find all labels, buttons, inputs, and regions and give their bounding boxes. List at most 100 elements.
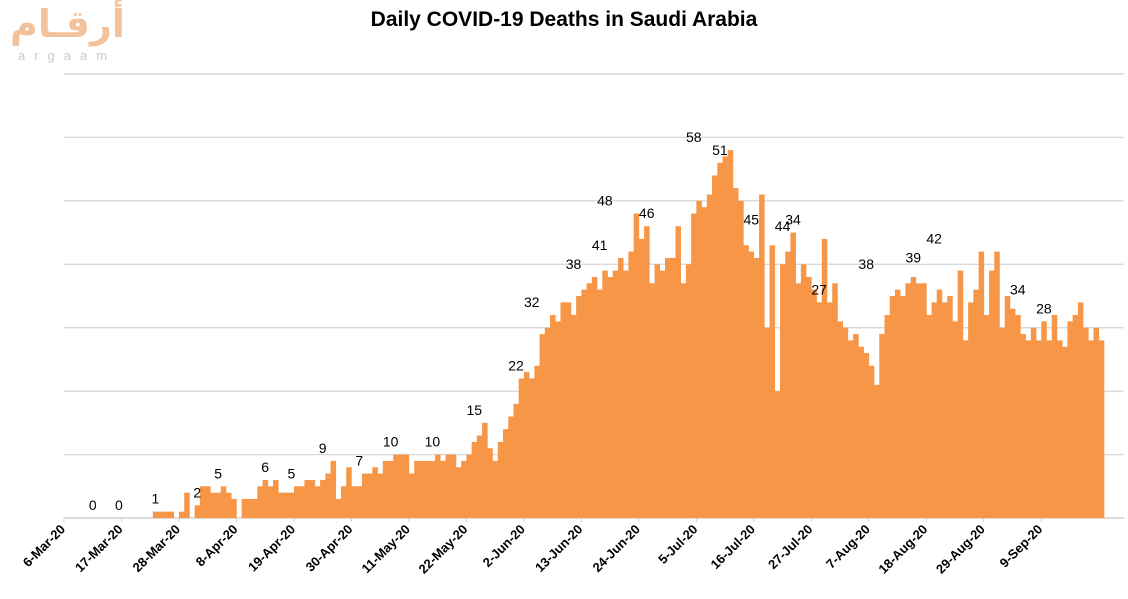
bar xyxy=(978,251,985,518)
bar xyxy=(487,448,493,518)
data-label: 51 xyxy=(712,142,728,158)
bar xyxy=(983,315,990,518)
bar xyxy=(560,302,567,518)
bar xyxy=(947,296,953,518)
bar xyxy=(847,340,854,518)
bar xyxy=(952,321,958,518)
bar xyxy=(915,283,922,518)
bar xyxy=(1036,340,1042,518)
x-tick-label: 19-Apr-20 xyxy=(245,522,298,575)
data-label: 5 xyxy=(287,465,295,481)
bar xyxy=(476,435,483,518)
bar xyxy=(649,283,655,518)
bar xyxy=(654,264,661,518)
data-label: 22 xyxy=(508,357,524,373)
data-label: 6 xyxy=(261,459,269,475)
bars xyxy=(152,150,1105,519)
bar xyxy=(701,207,708,518)
bar xyxy=(1041,321,1047,518)
x-tick-label: 9-Sep-20 xyxy=(996,522,1045,571)
bar xyxy=(257,486,263,518)
x-axis: 6-Mar-20 17-Mar-20 28-Mar-20 8-Apr-20 19-Apr… xyxy=(20,518,1045,577)
bar xyxy=(931,302,938,518)
data-label: 0 xyxy=(89,497,97,513)
bar xyxy=(1062,346,1068,518)
bar xyxy=(455,467,462,518)
data-label: 38 xyxy=(566,256,582,272)
bar xyxy=(712,175,718,518)
bar xyxy=(633,213,640,519)
x-tick-label: 30-Apr-20 xyxy=(303,522,356,575)
x-tick-label: 7-Aug-20 xyxy=(823,522,873,572)
bar xyxy=(628,251,634,518)
bar xyxy=(753,257,760,518)
bar xyxy=(670,257,676,518)
bar xyxy=(544,327,551,518)
bar xyxy=(403,454,410,518)
bar xyxy=(680,283,687,518)
bar xyxy=(581,289,587,518)
bar xyxy=(602,270,608,518)
bar xyxy=(252,498,258,518)
bar xyxy=(790,232,796,519)
data-label: 32 xyxy=(524,294,540,310)
bar xyxy=(529,378,535,518)
data-label: 27 xyxy=(811,281,827,297)
x-tick-label: 8-Apr-20 xyxy=(193,522,241,570)
data-label: 10 xyxy=(383,434,399,450)
bar xyxy=(330,460,337,518)
bar xyxy=(314,486,321,518)
x-tick-label: 16-Jul-20 xyxy=(708,522,758,572)
bar xyxy=(874,384,880,518)
data-label: 38 xyxy=(858,256,874,272)
bar xyxy=(779,264,786,518)
bar xyxy=(827,302,833,518)
bar xyxy=(811,289,817,518)
bar xyxy=(450,454,457,518)
bar xyxy=(722,156,729,518)
data-label: 34 xyxy=(1010,281,1026,297)
x-tick-label: 11-May-20 xyxy=(358,522,413,577)
bar xyxy=(220,486,227,518)
bar xyxy=(299,486,305,518)
bar xyxy=(832,283,838,518)
bar xyxy=(842,327,849,518)
bar xyxy=(738,200,744,518)
bar xyxy=(461,460,467,518)
x-tick-label: 13-Jun-20 xyxy=(532,522,586,576)
bar xyxy=(158,511,164,518)
bar xyxy=(241,498,248,518)
data-label: 58 xyxy=(686,129,702,145)
bar xyxy=(513,403,519,518)
bar xyxy=(696,200,702,518)
bar xyxy=(163,511,169,518)
bar xyxy=(278,492,284,518)
bar xyxy=(853,334,859,518)
bar xyxy=(1067,321,1073,518)
bar xyxy=(356,486,363,518)
bar xyxy=(231,498,237,518)
bar xyxy=(1046,340,1053,518)
bar xyxy=(335,498,342,518)
bar xyxy=(184,492,190,518)
data-label: 7 xyxy=(355,453,363,469)
data-label: 2 xyxy=(193,484,201,500)
bar xyxy=(597,289,603,518)
bar xyxy=(388,460,394,518)
bar xyxy=(612,270,619,518)
bar xyxy=(288,492,295,518)
bar xyxy=(868,365,875,518)
bar xyxy=(471,441,478,518)
bar xyxy=(910,276,917,518)
bar xyxy=(518,378,525,518)
x-tick-label: 29-Aug-20 xyxy=(933,522,988,577)
bar xyxy=(194,505,201,518)
bar xyxy=(304,479,310,518)
bar xyxy=(727,150,734,518)
bar xyxy=(340,486,347,518)
bar xyxy=(638,238,645,518)
bar xyxy=(199,486,206,518)
bar xyxy=(351,486,357,518)
bar xyxy=(921,283,927,518)
